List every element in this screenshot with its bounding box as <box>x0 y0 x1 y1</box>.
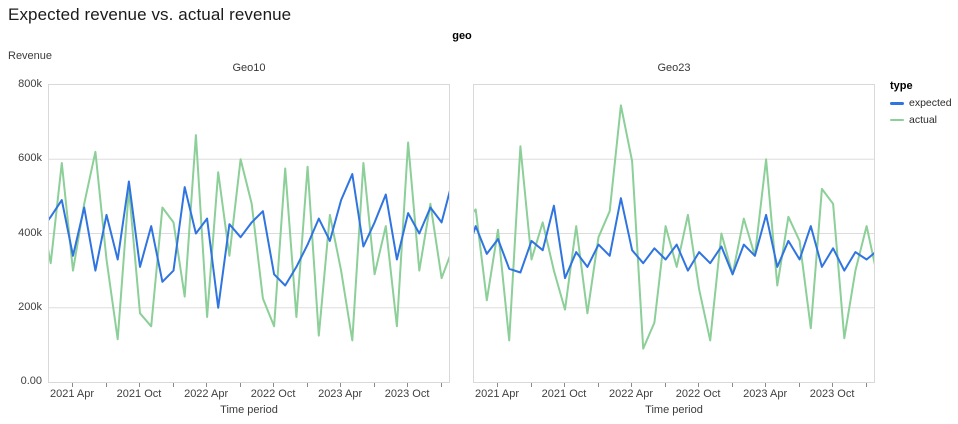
x-tick-mark <box>373 383 375 387</box>
x-tick-label: 2023 Apr <box>318 388 363 400</box>
expected-line-swatch-icon <box>890 102 904 105</box>
y-tick-label: 600k <box>18 152 42 165</box>
y-tick-label: 200k <box>18 300 42 313</box>
x-tick-mark <box>798 383 800 387</box>
x-tick-mark <box>564 383 565 387</box>
x-tick-mark <box>832 383 834 387</box>
x-tick-label: 2022 Apr <box>184 388 229 400</box>
x-tick-mark <box>440 383 442 387</box>
line-geo23-actual <box>474 104 874 350</box>
chart-panel-geo23 <box>473 84 875 383</box>
legend-label-actual: actual <box>909 113 938 126</box>
line-geo23-expected <box>474 197 874 280</box>
facet-title-geo23: Geo23 <box>657 62 691 74</box>
x-tick-mark <box>597 383 599 387</box>
x-tick-label: 2022 Apr <box>608 388 654 400</box>
x-tick-mark <box>497 383 498 387</box>
x-tick-mark <box>306 383 308 387</box>
line-plot-geo10 <box>49 134 449 342</box>
page-title: Expected revenue vs. actual revenue <box>8 5 292 24</box>
x-tick-label: 2022 Oct <box>675 388 721 400</box>
x-tick-mark <box>105 383 107 387</box>
x-tick-label: 2023 Oct <box>809 388 855 400</box>
legend: type expected actual <box>890 80 952 131</box>
x-tick-label: 2021 Apr <box>49 388 95 400</box>
x-tick-mark <box>698 383 700 387</box>
x-tick-mark <box>731 383 733 387</box>
x-tick-mark <box>631 383 632 387</box>
facet-header-label: geo <box>452 30 472 42</box>
x-tick-label: 2023 Apr <box>743 388 788 400</box>
x-tick-label: 2021 Oct <box>116 388 162 400</box>
x-tick-mark <box>206 383 208 387</box>
y-axis-title: Revenue <box>8 50 53 62</box>
y-tick-label: 0.00 <box>20 375 42 387</box>
x-tick-label: 2021 Oct <box>541 388 587 400</box>
x-tick-mark <box>530 383 532 387</box>
legend-item-expected: expected <box>890 98 952 109</box>
actual-line-swatch-icon <box>890 118 904 121</box>
y-tick-label: 800k <box>18 78 42 90</box>
facet-title-geo10: Geo10 <box>232 62 266 74</box>
x-tick-mark <box>407 383 409 387</box>
x-tick-label: 2022 Oct <box>250 388 296 400</box>
x-tick-mark <box>273 383 275 387</box>
legend-item-actual: actual <box>890 113 952 126</box>
line-geo10-actual <box>49 134 449 342</box>
x-tick-mark <box>765 383 767 387</box>
x-axis-title-geo23: Time period <box>645 404 703 416</box>
legend-label-expected: expected <box>909 97 952 109</box>
x-tick-label: 2023 Oct <box>384 388 430 400</box>
x-tick-mark <box>664 383 666 387</box>
x-tick-mark <box>239 383 241 387</box>
legend-title: type <box>890 80 913 92</box>
x-tick-mark <box>172 383 174 387</box>
line-geo10-expected <box>49 173 449 309</box>
x-tick-mark <box>139 383 140 387</box>
x-tick-mark <box>865 383 867 387</box>
x-tick-mark <box>72 383 73 387</box>
x-axis-title-geo10: Time period <box>220 404 278 416</box>
x-tick-mark <box>340 383 342 387</box>
y-tick-label: 400k <box>18 226 42 239</box>
line-plot-geo23 <box>474 104 874 350</box>
chart-panel-geo10 <box>48 84 450 383</box>
x-tick-label: 2021 Apr <box>474 388 520 400</box>
